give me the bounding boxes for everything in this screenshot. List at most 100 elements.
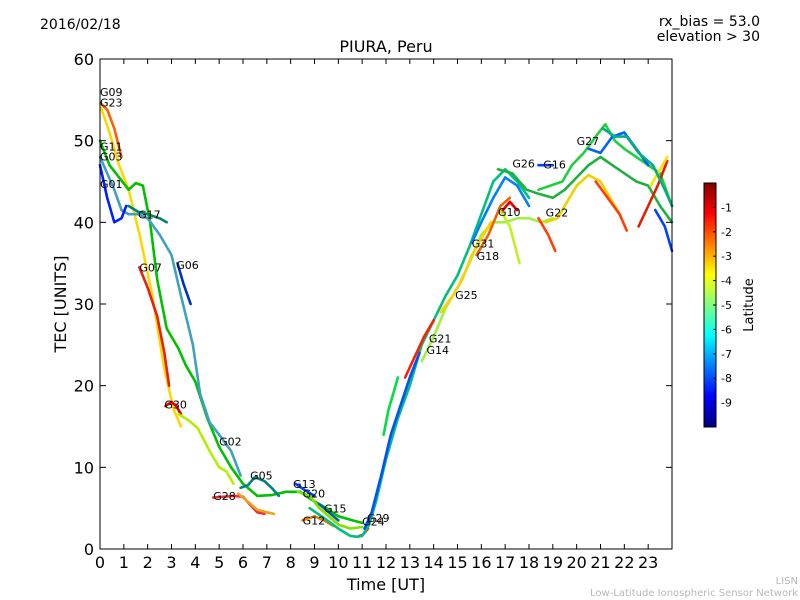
sat-label-G15: G15 — [324, 502, 347, 515]
x-tick-label: 2 — [143, 553, 153, 572]
x-tick-label: 8 — [286, 553, 296, 572]
sat-label-G02: G02 — [219, 435, 242, 448]
series-G31 — [470, 176, 531, 245]
x-tick-label: 4 — [190, 553, 200, 572]
series-G01 — [98, 163, 128, 224]
y-tick-label: 10 — [74, 458, 94, 477]
x-tick-label: 21 — [590, 553, 610, 572]
x-tick-label: 0 — [95, 553, 105, 572]
sat-label-G13: G13 — [293, 478, 316, 491]
series-G23 — [99, 106, 183, 428]
x-tick-label: 12 — [376, 553, 396, 572]
series-G29 — [308, 168, 531, 539]
sat-label-G17: G17 — [138, 208, 161, 221]
series-G27d — [653, 208, 674, 253]
series-G26 — [496, 155, 674, 224]
footer-network-name: Low-Latitude Ionospheric Sensor Network — [590, 588, 798, 599]
sat-label-G26: G26 — [512, 158, 535, 171]
rx-bias-label: rx_bias = 53.0 — [658, 14, 760, 30]
sat-label-G22: G22 — [546, 207, 569, 220]
series-G14 — [403, 318, 436, 379]
sat-label-G12: G12 — [303, 515, 326, 528]
series-G06 — [176, 261, 192, 306]
sat-label-G21: G21 — [429, 332, 452, 345]
x-tick-label: 7 — [262, 553, 272, 572]
colorbar-label: Latitude — [742, 278, 757, 332]
y-axis-label: TEC [UNITS] — [51, 256, 70, 354]
series-G05 — [239, 475, 281, 498]
x-tick-label: 23 — [638, 553, 658, 572]
series-G02 — [177, 412, 235, 486]
sat-label-G28: G28 — [213, 490, 236, 503]
sat-label-G30: G30 — [164, 399, 187, 412]
x-tick-label: 5 — [214, 553, 224, 572]
series-G13 — [294, 482, 316, 498]
y-tick-label: 20 — [74, 377, 94, 396]
series-G25 — [439, 221, 493, 314]
x-tick-label: 14 — [423, 553, 443, 572]
x-tick-label: 16 — [471, 553, 491, 572]
sat-label-G31: G31 — [472, 238, 495, 251]
chart-title: PIURA, Peru — [339, 37, 432, 56]
series-G03 — [98, 155, 242, 477]
sat-label-G29: G29 — [367, 512, 390, 525]
series-G11 — [98, 139, 364, 525]
x-tick-label: 22 — [614, 553, 634, 572]
series-G27b — [594, 180, 629, 232]
x-tick-label: 11 — [352, 553, 372, 572]
x-tick-label: 15 — [447, 553, 467, 572]
series-G12 — [301, 514, 335, 528]
sat-label-G09: G09 — [100, 86, 123, 99]
y-tick-label: 0 — [84, 540, 94, 559]
y-tick-label: 50 — [74, 132, 94, 151]
series-G27f — [601, 127, 674, 208]
sat-label-G11: G11 — [100, 140, 123, 153]
elevation-label: elevation > 30 — [656, 29, 760, 45]
colorbar-tick-label: -1 — [721, 201, 732, 214]
series-G29b — [382, 376, 400, 437]
series-G28b — [236, 492, 276, 516]
colorbar-tick-label: -2 — [721, 226, 732, 239]
colorbar-tick-label: -6 — [721, 323, 732, 336]
series-G27c — [637, 159, 669, 228]
colorbar-tick-label: -3 — [721, 250, 732, 263]
y-tick-label: 40 — [74, 213, 94, 232]
series-G10 — [501, 200, 519, 212]
colorbar-tick-label: -9 — [721, 397, 732, 410]
x-tick-label: 19 — [543, 553, 563, 572]
series-G27e — [649, 155, 669, 187]
series-G07 — [138, 265, 171, 388]
sat-label-G01: G01 — [100, 178, 123, 191]
series-G18 — [475, 196, 512, 257]
colorbar-tick-label: -7 — [721, 348, 732, 361]
sat-label-G05: G05 — [250, 470, 273, 483]
plot-frame — [99, 58, 673, 550]
series-G29c — [363, 351, 421, 530]
sat-label-G03: G03 — [100, 150, 123, 163]
x-axis-label: Time [UT] — [346, 575, 425, 594]
sat-label-G23: G23 — [100, 96, 123, 109]
sat-label-G07: G07 — [139, 261, 162, 274]
series-G15 — [317, 502, 340, 522]
colorbar-tick-label: -5 — [721, 299, 732, 312]
x-tick-label: 6 — [238, 553, 248, 572]
x-tick-label: 17 — [495, 553, 515, 572]
sat-label-G25: G25 — [455, 289, 478, 302]
x-tick-label: 13 — [400, 553, 420, 572]
series-G20 — [296, 490, 364, 530]
sat-label-G18: G18 — [477, 250, 500, 263]
sat-label-G24: G24 — [362, 515, 385, 528]
x-tick-label: 10 — [328, 553, 348, 572]
x-tick-label: 20 — [566, 553, 586, 572]
sat-label-G20: G20 — [303, 488, 326, 501]
series-G30 — [164, 400, 183, 416]
sat-label-G14: G14 — [427, 344, 450, 357]
colorbar-tick-label: -4 — [721, 275, 732, 288]
x-tick-label: 3 — [166, 553, 176, 572]
y-tick-label: 30 — [74, 295, 94, 314]
x-tick-label: 1 — [119, 553, 129, 572]
series-G18b — [499, 208, 521, 265]
sat-label-G06: G06 — [176, 259, 199, 272]
footer-lisn: LISN — [775, 576, 798, 587]
